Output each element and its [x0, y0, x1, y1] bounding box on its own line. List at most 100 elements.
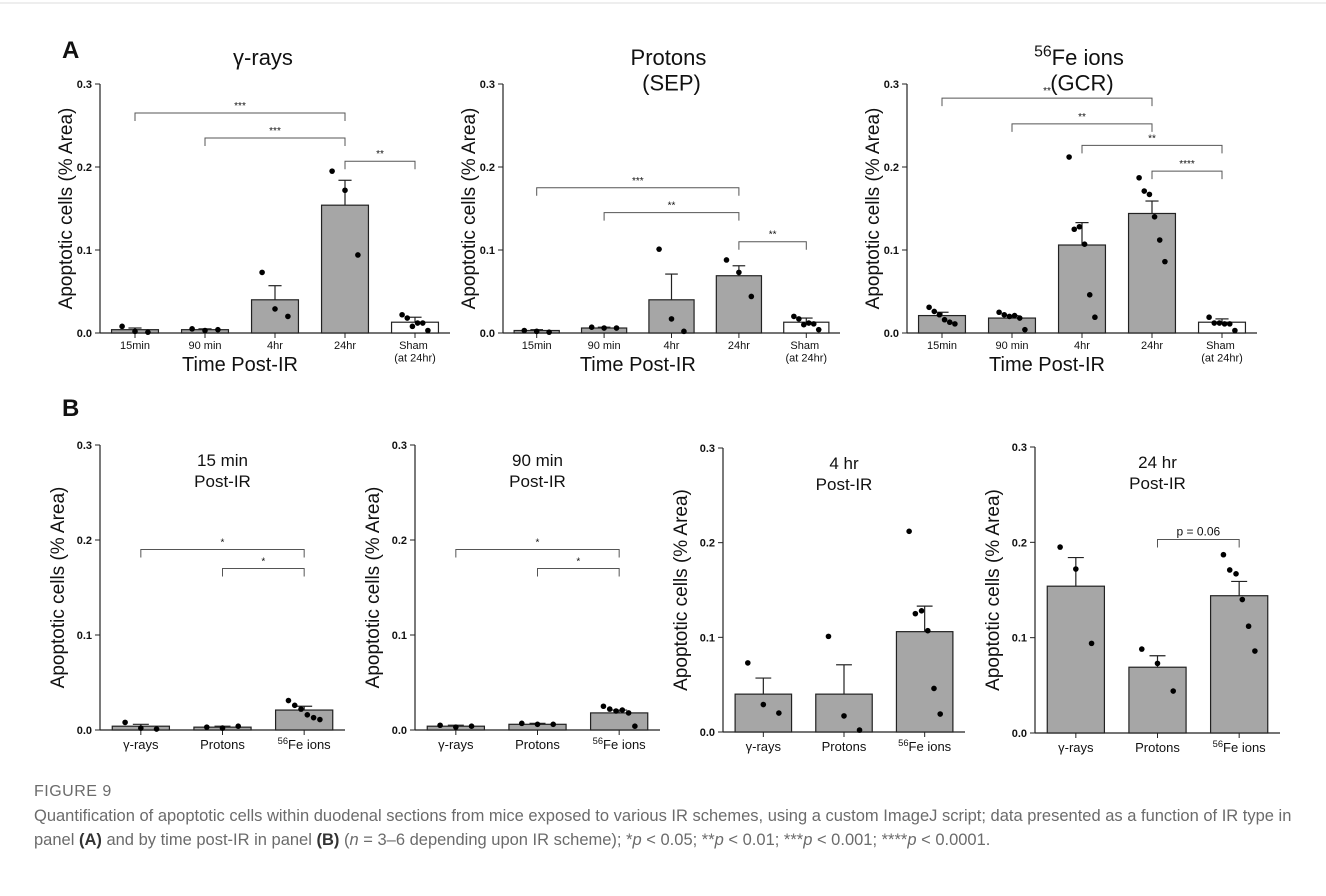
data-point — [1066, 154, 1072, 160]
data-point — [613, 325, 620, 331]
data-point — [1088, 640, 1095, 647]
data-point — [219, 725, 226, 731]
bar — [250, 299, 300, 334]
x-tick-label: γ-rays — [438, 737, 474, 752]
significance-bracket — [941, 97, 1153, 107]
data-point — [1073, 566, 1079, 572]
data-point — [1076, 223, 1083, 230]
y-axis-label: Apoptotic cells (% Area) — [863, 108, 884, 310]
data-point — [906, 528, 912, 535]
chart-title: Post-IR — [816, 475, 873, 494]
data-point — [404, 315, 411, 321]
data-point — [304, 712, 311, 718]
data-point — [437, 722, 443, 729]
x-tick-label: 4hr — [267, 340, 283, 352]
data-point — [145, 329, 151, 335]
bar — [987, 317, 1037, 334]
significance-label: ** — [769, 230, 777, 241]
data-point — [941, 316, 948, 323]
data-point — [1170, 688, 1177, 694]
significance-label: ** — [1148, 133, 1156, 144]
data-point — [310, 714, 317, 721]
data-point — [736, 269, 742, 276]
y-tick-label: 0.3 — [77, 79, 92, 91]
y-axis-label: Apoptotic cells (% Area) — [983, 489, 1004, 691]
significance-bracket — [344, 160, 416, 170]
x-tick-label: Protons — [515, 737, 560, 752]
data-point — [936, 311, 943, 318]
x-tick-label: 4hr — [664, 340, 680, 352]
significance-bracket — [455, 549, 620, 558]
data-point — [1141, 188, 1148, 194]
caption-part: Quantification of apoptotic cells within… — [34, 807, 1292, 849]
data-point — [745, 660, 751, 666]
data-point — [606, 706, 613, 712]
y-tick-label: 0.0 — [480, 328, 495, 340]
data-point — [468, 723, 475, 729]
data-point — [1239, 596, 1246, 603]
y-axis-label: Apoptotic cells (% Area) — [363, 487, 384, 689]
data-point — [856, 727, 863, 733]
y-tick-label: 0.2 — [392, 535, 407, 547]
significance-bracket — [204, 137, 346, 146]
data-point — [1081, 241, 1088, 247]
data-point — [215, 326, 221, 333]
bar — [320, 204, 370, 334]
bar-chart: 90 min Post-IR Apoptotic cells (% Area) 0.0… — [363, 440, 660, 752]
x-tick-label: 15min — [522, 340, 552, 352]
significance-bracket — [1157, 538, 1240, 548]
data-point — [946, 319, 953, 326]
data-point — [1216, 320, 1223, 326]
data-point — [189, 326, 195, 332]
data-point — [796, 316, 802, 322]
significance-bracket — [1081, 144, 1223, 154]
data-point — [1138, 646, 1145, 652]
data-point — [399, 311, 405, 318]
bar-chart: γ-rays Apoptotic cells (% Area) 0.0 0.1 0.2 0… — [56, 45, 450, 376]
data-point — [1232, 327, 1238, 334]
data-point — [801, 321, 807, 328]
y-tick-label: 0.1 — [1012, 633, 1027, 645]
data-point — [1154, 660, 1161, 667]
data-point — [122, 719, 128, 726]
data-point — [298, 706, 304, 712]
caption-part: p — [714, 831, 724, 849]
data-point — [546, 329, 552, 335]
y-tick-label: 0.0 — [700, 727, 715, 739]
data-point — [285, 697, 292, 704]
x-tick-label: γ-rays — [1058, 740, 1094, 755]
y-tick-label: 0.3 — [884, 79, 899, 91]
x-tick-label: 56Fe ions — [1213, 739, 1267, 755]
significance-bracket — [537, 568, 620, 577]
figure: A B γ-rays Apoptotic cells (% Area) 0.0 0.1… — [0, 2, 1326, 755]
significance-label: *** — [269, 126, 281, 137]
data-point — [926, 304, 932, 311]
bar — [1057, 244, 1107, 334]
data-point — [613, 708, 619, 714]
caption-part: < 0.0001. — [916, 831, 991, 849]
data-point — [329, 168, 335, 174]
caption-part: < 0.001; **** — [812, 831, 908, 849]
caption-part: (B) — [316, 831, 340, 849]
data-point — [1136, 174, 1142, 181]
bar — [1209, 595, 1269, 734]
chart-title: 90 min — [512, 451, 563, 470]
data-point — [668, 316, 675, 322]
y-axis-label: Apoptotic cells (% Area) — [671, 489, 692, 691]
caption-part: p — [907, 831, 917, 849]
y-tick-label: 0.0 — [77, 725, 92, 737]
y-tick-label: 0.3 — [1012, 442, 1027, 454]
data-point — [1162, 258, 1168, 265]
data-point — [924, 627, 931, 634]
significance-label: p = 0.06 — [1176, 524, 1220, 538]
data-point — [291, 702, 298, 709]
data-point — [805, 320, 812, 326]
significance-bracket — [1151, 170, 1223, 180]
figure-label: FIGURE 9 — [34, 783, 112, 800]
bar — [1128, 666, 1187, 734]
significance-label: * — [576, 557, 580, 568]
significance-bracket — [1011, 123, 1153, 132]
bar-chart: 4 hr Post-IR Apoptotic cells (% Area) 0.0 0.… — [671, 443, 965, 754]
significance-label: ** — [668, 201, 676, 212]
y-tick-label: 0.2 — [1012, 537, 1027, 549]
